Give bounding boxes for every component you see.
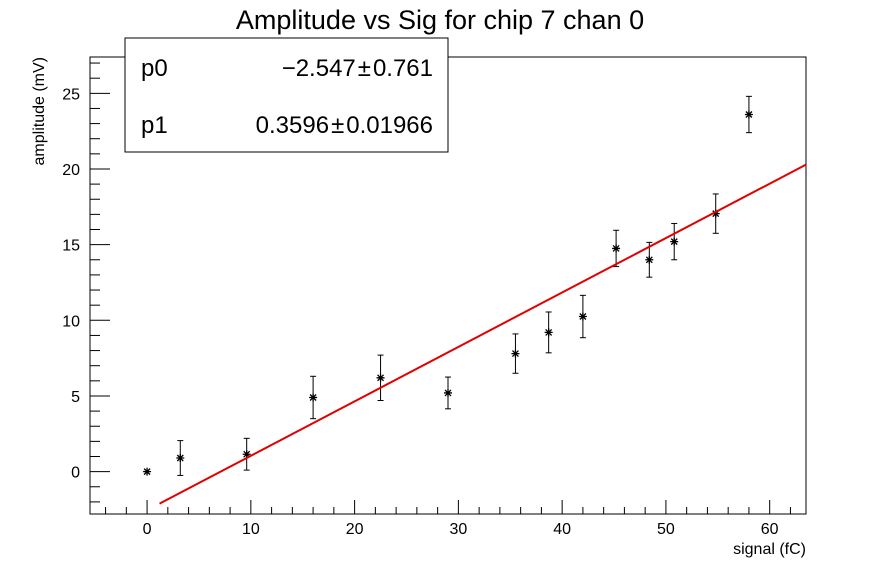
y-tick-label: 15: [62, 238, 80, 255]
data-point: [645, 241, 654, 278]
fit-line: [159, 163, 807, 505]
asterisk-marker: [612, 244, 621, 253]
data-point: [511, 333, 520, 374]
y-tick-label: 25: [62, 86, 80, 103]
stat-p0-estimate: −2.547: [282, 55, 356, 82]
x-axis-label: signal (fC): [733, 541, 806, 558]
data-point: [612, 229, 621, 268]
y-tick-label: 0: [71, 465, 80, 482]
y-tick-label: 20: [62, 162, 80, 179]
data-point: [309, 375, 318, 420]
y-axis-label: amplitude (mV): [31, 57, 48, 165]
stat-p1-error: 0.01966: [346, 112, 433, 139]
stat-p0-pm: ±: [358, 55, 371, 82]
asterisk-marker: [511, 349, 520, 358]
data-point: [744, 95, 753, 134]
x-tick-label: 30: [449, 521, 467, 538]
asterisk-marker: [176, 454, 185, 463]
stat-p1-name: p1: [141, 112, 168, 139]
asterisk-marker: [744, 110, 753, 119]
asterisk-marker: [143, 467, 152, 476]
asterisk-marker: [711, 209, 720, 218]
y-tick-label: 10: [62, 313, 80, 330]
data-point: [143, 467, 152, 476]
stat-p0-name: p0: [141, 55, 168, 82]
x-axis-tick-labels: 0 10 20 30 40 50 60: [143, 521, 779, 538]
data-point: [444, 376, 452, 410]
data-point: [711, 193, 720, 234]
fit-line-group: [159, 163, 807, 505]
stat-p0-value: −2.547±0.761: [282, 55, 433, 82]
data-point: [176, 440, 185, 476]
asterisk-marker: [670, 237, 679, 246]
asterisk-marker: [444, 388, 452, 397]
x-tick-label: 0: [143, 521, 152, 538]
data-point: [670, 222, 679, 261]
asterisk-marker: [544, 328, 553, 337]
y-axis-ticks: [90, 62, 110, 503]
x-tick-label: 10: [242, 521, 260, 538]
stat-p1-value: 0.3596±0.01966: [256, 112, 433, 139]
chart-title: Amplitude vs Sig for chip 7 chan 0: [236, 5, 644, 35]
asterisk-marker: [242, 450, 251, 459]
stat-p0-error: 0.761: [373, 55, 433, 82]
y-tick-label: 5: [71, 389, 80, 406]
x-tick-label: 60: [761, 521, 779, 538]
data-point: [578, 294, 587, 339]
data-point: [544, 311, 553, 354]
y-axis-tick-labels: 0 5 10 15 20 25: [62, 86, 80, 481]
stat-p1-estimate: 0.3596: [256, 112, 329, 139]
x-axis-ticks: [105, 500, 791, 514]
asterisk-marker: [578, 312, 587, 321]
asterisk-marker: [645, 255, 654, 264]
stats-box: p0 −2.547±0.761 p1 0.3596±0.01966: [124, 37, 449, 153]
asterisk-marker: [309, 393, 318, 402]
data-point: [242, 437, 251, 471]
x-tick-label: 40: [553, 521, 571, 538]
asterisk-marker: [376, 373, 385, 382]
data-point: [376, 354, 385, 402]
x-tick-label: 50: [657, 521, 675, 538]
stats-box-frame: [124, 37, 449, 153]
data-points: [143, 95, 753, 476]
stat-p1-pm: ±: [331, 112, 344, 139]
x-tick-label: 20: [346, 521, 364, 538]
